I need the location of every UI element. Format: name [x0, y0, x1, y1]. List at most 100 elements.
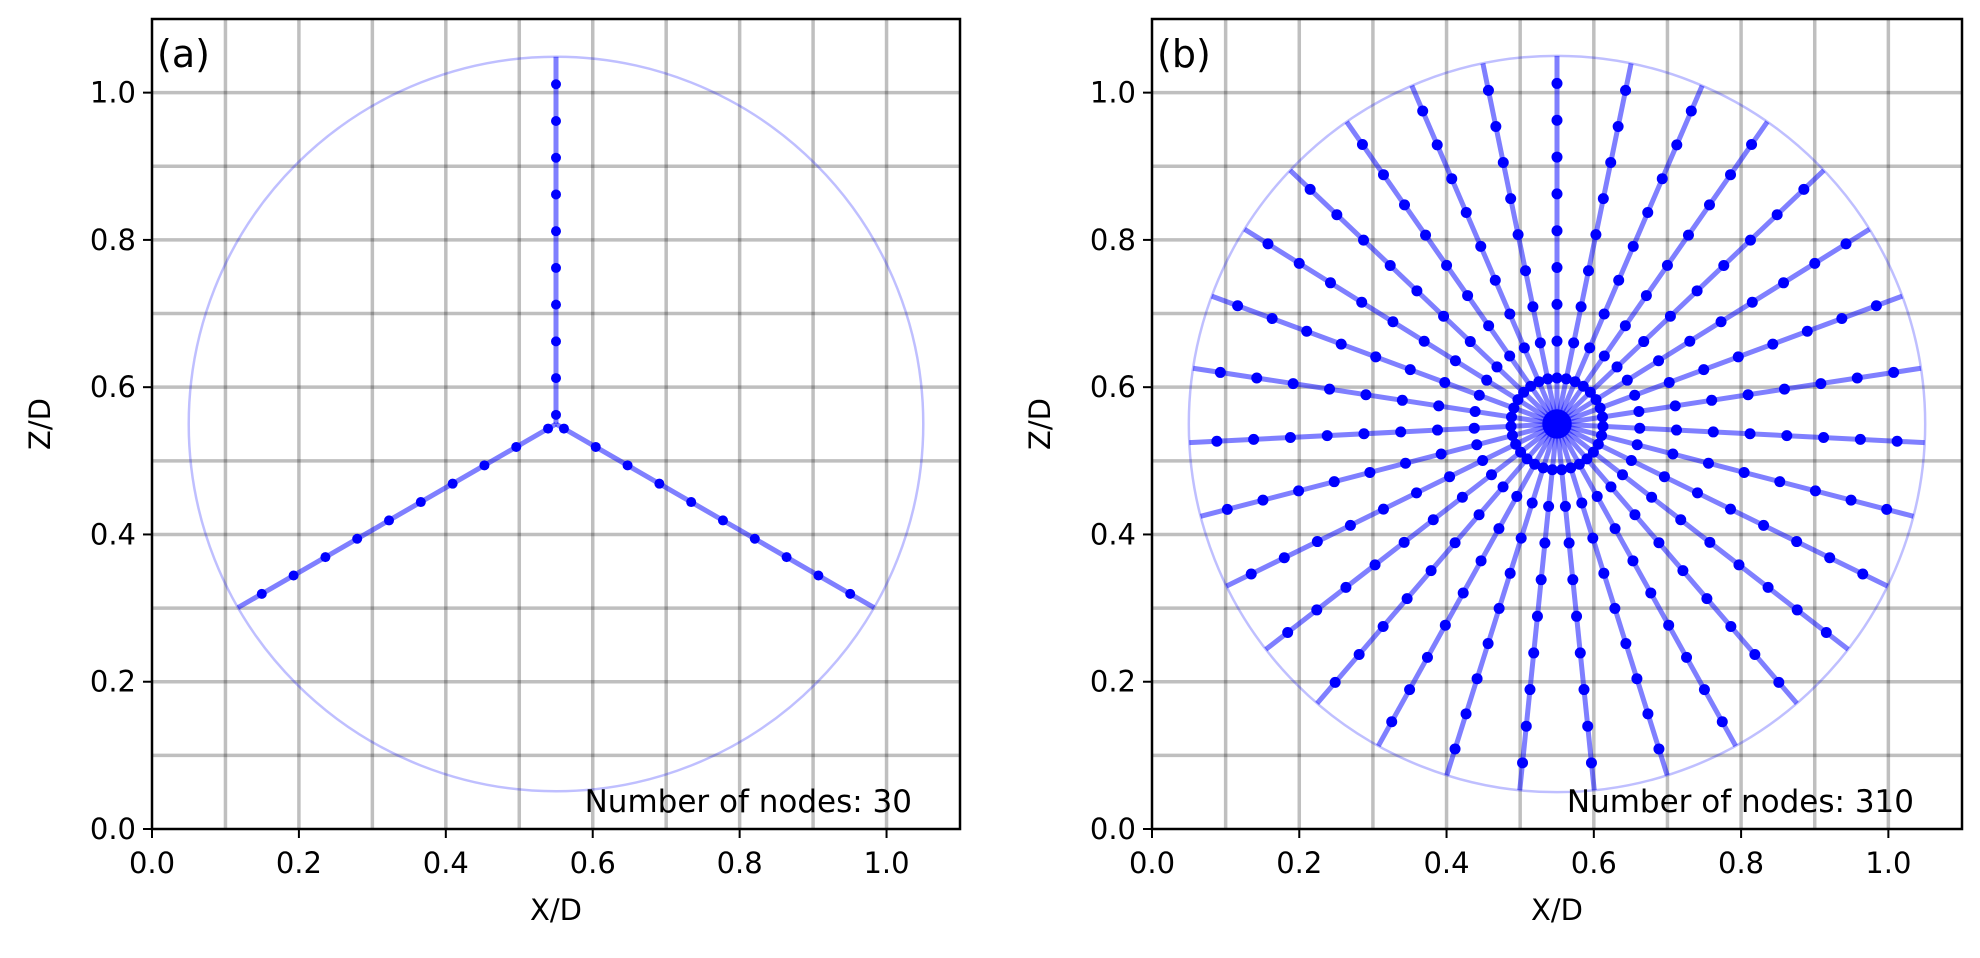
blade-node-point	[1611, 361, 1623, 373]
blade-node-point	[1681, 651, 1693, 663]
blade-node-point	[1684, 335, 1696, 347]
blade-node-point	[543, 423, 554, 434]
blade-node-point	[1778, 277, 1790, 289]
blade-node-point	[1282, 626, 1294, 638]
blade-node-point	[352, 533, 363, 544]
blade-node-point	[1489, 274, 1501, 286]
blade-node-point	[1677, 565, 1689, 577]
blade-node-point	[1531, 610, 1543, 622]
blade-node-point	[1439, 619, 1451, 631]
blade-node-point	[1597, 420, 1609, 432]
blade-node-point	[1669, 400, 1681, 412]
blade-node-point	[1820, 626, 1832, 638]
blade-node-point	[1304, 183, 1316, 195]
blade-node-point	[1387, 316, 1399, 328]
blade-node-point	[1591, 490, 1603, 502]
blade-node-point	[1475, 240, 1487, 252]
blade-node-point	[1640, 290, 1652, 302]
blade-node-point	[1661, 259, 1673, 271]
blade-node-point	[1497, 157, 1509, 169]
blade-node-point	[1667, 448, 1679, 460]
blade-node-point	[845, 588, 856, 599]
blade-node-point	[384, 515, 395, 526]
blade-node-point	[1627, 555, 1639, 567]
blade-node-point	[1598, 308, 1610, 320]
x-tick-label: 0.6	[1571, 846, 1617, 880]
blade-node-point	[1546, 464, 1558, 476]
blade-node-point	[1560, 373, 1572, 385]
blade-node-point	[1706, 394, 1718, 406]
blade-node-point	[1585, 757, 1597, 769]
blade-node-point	[1881, 503, 1893, 515]
x-tick-label: 0.4	[423, 846, 469, 880]
blade-node-point	[1645, 587, 1657, 599]
blade-node-point	[1642, 207, 1654, 219]
blade-node-point	[1460, 207, 1472, 219]
rotor-circle	[187, 55, 925, 793]
blade-node-point	[1493, 523, 1505, 535]
blade-node-point	[1573, 458, 1585, 470]
blade-node-point	[1534, 337, 1546, 349]
blade-node-point	[288, 570, 299, 581]
blade-node-point	[1257, 494, 1269, 506]
blade-node-point	[1462, 290, 1474, 302]
blade-node-point	[1778, 383, 1790, 395]
blade-node-point	[1596, 411, 1608, 423]
blade-node-point	[558, 423, 569, 434]
blade-node-point	[1293, 485, 1305, 497]
blade-node-point	[1377, 621, 1389, 633]
x-tick-label: 0.2	[1276, 846, 1322, 880]
blade-node-point	[1535, 574, 1547, 586]
blade-node-point	[447, 478, 458, 489]
blade-node-point	[590, 441, 601, 452]
blade-node-point	[1629, 509, 1641, 521]
blade-node-point	[1594, 402, 1606, 414]
blade-node-point	[1551, 335, 1563, 347]
blade-node-point	[1746, 296, 1758, 308]
blade-node-point	[1511, 490, 1523, 502]
blade-node-point	[1370, 351, 1382, 363]
y-tick-label: 0.2	[1090, 665, 1136, 699]
y-tick-label: 0.0	[1090, 812, 1136, 846]
blade-node-point	[1400, 457, 1412, 469]
blade-node-point	[1682, 229, 1694, 241]
blade-node-point	[1888, 366, 1900, 378]
blade-node-point	[1539, 537, 1551, 549]
blade-node-point	[1311, 536, 1323, 548]
blade-node-point	[1597, 193, 1609, 205]
blade-node-point	[1485, 469, 1497, 481]
blade-node-point	[1845, 494, 1857, 506]
blade-node-point	[1613, 274, 1625, 286]
blade-line	[1192, 365, 1558, 427]
blade-node-point	[1767, 338, 1779, 350]
blade-node-point	[1762, 581, 1774, 593]
blade-node-point	[1738, 466, 1750, 478]
node-count-annotation: Number of nodes: 30	[585, 784, 912, 820]
blade-node-point	[1473, 509, 1485, 521]
blade-node-point	[1524, 684, 1536, 696]
blade-node-point	[1578, 684, 1590, 696]
blade-node-point	[1404, 364, 1416, 376]
blade-line	[1264, 422, 1559, 652]
blade-node-point	[1565, 462, 1577, 474]
blade-node-point	[1287, 378, 1299, 390]
blade-node-point	[1328, 476, 1340, 488]
blade-node-point	[551, 299, 561, 310]
blade-node-point	[1633, 405, 1645, 417]
blade-node-point	[1663, 619, 1675, 631]
blade-node-point	[1663, 376, 1675, 388]
blade-line	[1554, 84, 1705, 425]
blade-node-point	[1364, 466, 1376, 478]
blade-node-point	[551, 226, 561, 237]
blade-node-point	[1809, 257, 1821, 269]
y-tick-label: 0.0	[90, 812, 136, 846]
blade-node-point	[1551, 77, 1563, 89]
blade-node-point	[1567, 574, 1579, 586]
blade-node-point	[1605, 481, 1617, 493]
axes-frame	[150, 17, 962, 831]
blade-node-point	[1609, 602, 1621, 614]
blade-node-point	[1742, 389, 1754, 401]
blade-node-point	[1749, 648, 1761, 660]
blade-node-point	[1698, 364, 1710, 376]
blade-node-point	[1512, 394, 1524, 406]
